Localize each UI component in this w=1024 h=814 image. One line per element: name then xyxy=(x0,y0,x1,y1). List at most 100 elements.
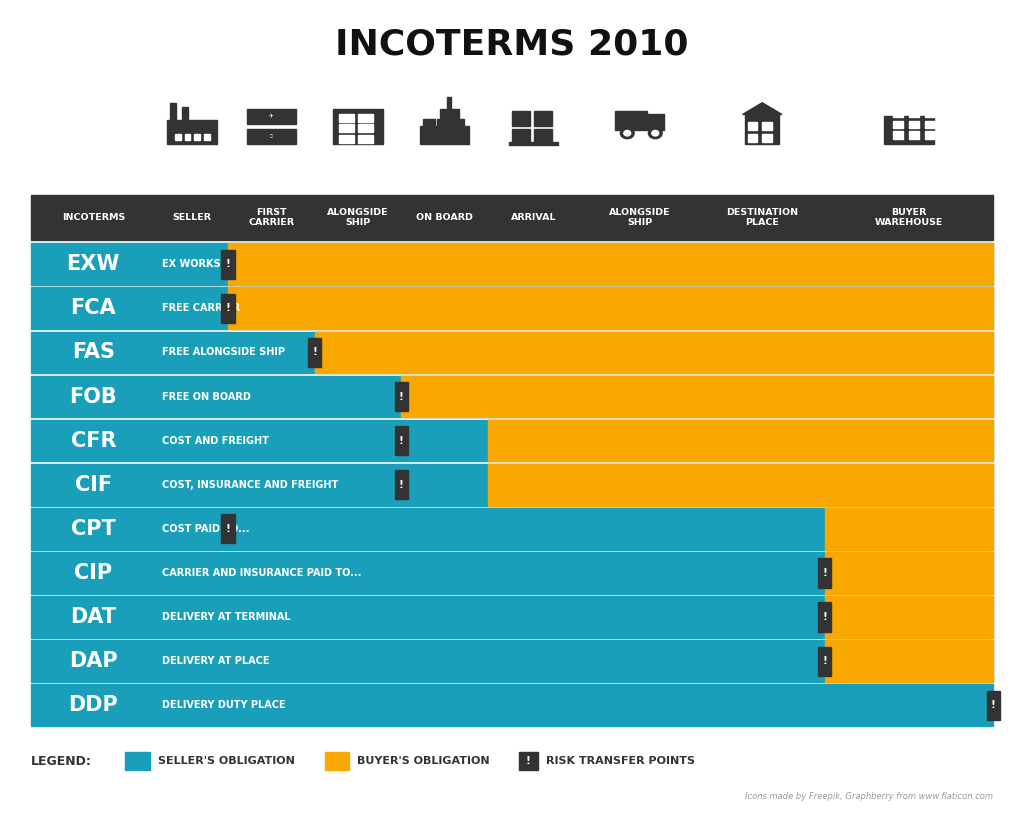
Bar xyxy=(195,134,201,140)
Bar xyxy=(818,646,831,676)
Bar xyxy=(221,294,234,323)
Text: ARRIVAL: ARRIVAL xyxy=(511,213,556,222)
Bar xyxy=(31,552,993,593)
Text: DELIVERY AT PLACE: DELIVERY AT PLACE xyxy=(162,656,269,666)
Text: Icons made by Freepik, Graphberry from www.flaticon.com: Icons made by Freepik, Graphberry from w… xyxy=(745,791,993,801)
Text: EX WORKS: EX WORKS xyxy=(162,259,220,269)
Bar xyxy=(314,331,993,374)
Bar xyxy=(358,114,373,121)
Bar xyxy=(762,134,772,142)
Bar xyxy=(825,641,993,682)
Bar xyxy=(31,596,993,638)
Bar xyxy=(439,108,460,126)
Bar xyxy=(648,115,665,130)
Bar xyxy=(170,103,176,122)
Bar xyxy=(925,120,935,129)
Bar xyxy=(394,470,408,499)
Text: INCOTERMS: INCOTERMS xyxy=(61,213,125,222)
Circle shape xyxy=(648,128,663,138)
Bar xyxy=(334,108,383,144)
Bar xyxy=(31,641,993,682)
Bar xyxy=(534,129,552,144)
Bar xyxy=(401,376,993,418)
Text: !: ! xyxy=(822,612,827,622)
Bar xyxy=(487,420,993,462)
Bar xyxy=(31,195,993,240)
Bar xyxy=(925,110,935,117)
Text: COST PAID TO...: COST PAID TO... xyxy=(162,524,250,534)
Text: SELLER: SELLER xyxy=(172,213,211,222)
Text: LEGEND:: LEGEND: xyxy=(31,755,91,768)
Bar xyxy=(885,116,934,144)
Bar xyxy=(31,331,993,374)
Text: DAT: DAT xyxy=(71,607,117,627)
Bar xyxy=(534,112,552,126)
Bar xyxy=(31,508,993,549)
Polygon shape xyxy=(742,103,782,115)
Circle shape xyxy=(652,130,658,136)
Bar xyxy=(325,752,349,770)
Bar xyxy=(825,596,993,638)
Text: DELIVERY AT TERMINAL: DELIVERY AT TERMINAL xyxy=(162,612,291,622)
Bar xyxy=(31,464,993,505)
Bar xyxy=(339,125,354,132)
Text: CPT: CPT xyxy=(71,519,116,539)
Bar xyxy=(182,107,188,122)
Bar xyxy=(825,508,993,549)
Bar xyxy=(512,112,530,126)
Bar xyxy=(909,110,919,117)
Bar xyxy=(358,125,373,132)
Text: !: ! xyxy=(225,524,230,534)
Text: BUYER'S OBLIGATION: BUYER'S OBLIGATION xyxy=(357,756,490,766)
Text: !: ! xyxy=(991,700,995,711)
Bar xyxy=(308,338,322,367)
Bar xyxy=(228,243,993,285)
Bar xyxy=(748,134,758,142)
Circle shape xyxy=(621,128,634,138)
Bar xyxy=(909,120,919,129)
Text: !: ! xyxy=(822,656,827,666)
Text: ALONGSIDE
SHIP: ALONGSIDE SHIP xyxy=(608,208,671,227)
Bar xyxy=(420,126,469,144)
Text: !: ! xyxy=(399,392,403,401)
Text: CARRIER AND INSURANCE PAID TO...: CARRIER AND INSURANCE PAID TO... xyxy=(162,568,361,578)
Text: CIP: CIP xyxy=(74,563,113,583)
Text: DESTINATION
PLACE: DESTINATION PLACE xyxy=(726,208,799,227)
Bar xyxy=(487,464,993,505)
Text: INCOTERMS 2010: INCOTERMS 2010 xyxy=(335,28,689,62)
Text: 🚂: 🚂 xyxy=(270,134,272,138)
Bar xyxy=(247,129,296,144)
Text: FREE CARRIER: FREE CARRIER xyxy=(162,304,240,313)
Text: COST, INSURANCE AND FREIGHT: COST, INSURANCE AND FREIGHT xyxy=(162,479,338,490)
Bar xyxy=(204,134,210,140)
Text: !: ! xyxy=(312,348,317,357)
Text: FCA: FCA xyxy=(71,298,116,318)
Text: !: ! xyxy=(822,568,827,578)
Bar xyxy=(228,287,993,329)
Text: CIF: CIF xyxy=(75,475,112,495)
Bar xyxy=(184,134,190,140)
Bar xyxy=(167,120,216,144)
Bar xyxy=(394,382,408,411)
Text: ALONGSIDE
SHIP: ALONGSIDE SHIP xyxy=(328,208,389,227)
Bar xyxy=(925,132,935,139)
Text: COST AND FREIGHT: COST AND FREIGHT xyxy=(162,435,269,445)
Text: DAP: DAP xyxy=(69,651,118,672)
Text: SELLER'S OBLIGATION: SELLER'S OBLIGATION xyxy=(158,756,295,766)
Text: FIRST
CARRIER: FIRST CARRIER xyxy=(248,208,295,227)
Bar xyxy=(31,376,993,418)
Text: BUYER
WAREHOUSE: BUYER WAREHOUSE xyxy=(874,208,943,227)
Text: RISK TRANSFER POINTS: RISK TRANSFER POINTS xyxy=(546,756,695,766)
Bar xyxy=(423,119,435,126)
Text: !: ! xyxy=(526,756,530,766)
Text: ON BOARD: ON BOARD xyxy=(416,213,473,222)
Bar xyxy=(745,115,779,144)
Text: FOB: FOB xyxy=(70,387,117,406)
Text: FAS: FAS xyxy=(72,343,115,362)
Text: CFR: CFR xyxy=(71,431,116,451)
Bar xyxy=(762,122,772,130)
Bar xyxy=(31,287,993,329)
Text: DELIVERY DUTY PLACE: DELIVERY DUTY PLACE xyxy=(162,700,286,711)
Bar xyxy=(748,122,758,130)
Bar xyxy=(987,690,999,720)
